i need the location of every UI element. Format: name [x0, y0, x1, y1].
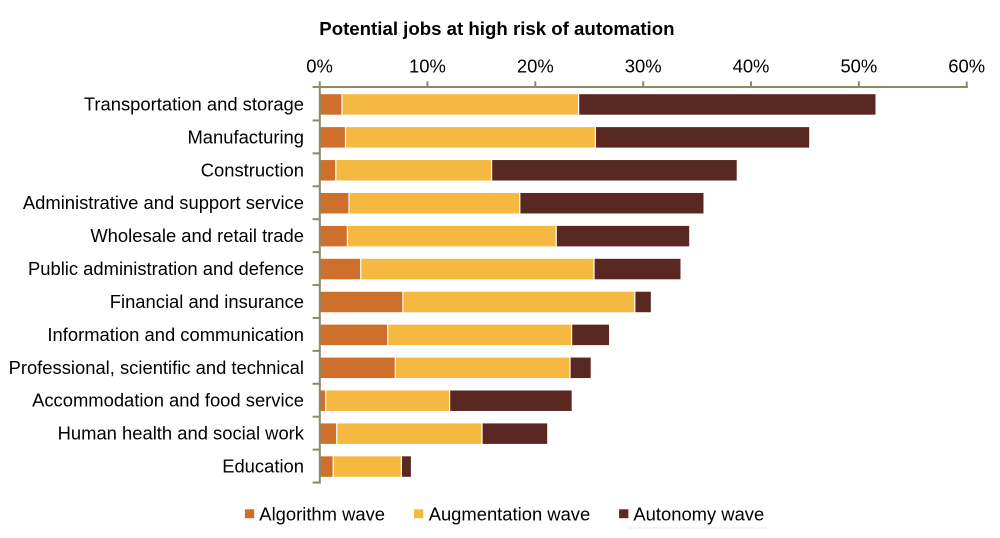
svg-text:Administrative and support ser: Administrative and support service [23, 192, 304, 213]
svg-text:Manufacturing: Manufacturing [187, 126, 304, 147]
svg-text:Education: Education [222, 456, 304, 477]
svg-text:Public administration and defe: Public administration and defence [28, 258, 304, 279]
svg-text:Financial and insurance: Financial and insurance [110, 291, 304, 312]
svg-text:10%: 10% [409, 56, 446, 77]
svg-text:Accommodation and food service: Accommodation and food service [32, 390, 304, 411]
svg-text:Professional, scientific and t: Professional, scientific and technical [9, 357, 304, 378]
svg-text:40%: 40% [733, 56, 770, 77]
svg-text:60%: 60% [948, 56, 985, 77]
svg-text:Augmentation wave: Augmentation wave [429, 504, 591, 525]
svg-text:Wholesale and retail trade: Wholesale and retail trade [90, 225, 304, 246]
svg-text:20%: 20% [517, 56, 554, 77]
svg-text:Transportation and storage: Transportation and storage [84, 93, 304, 114]
svg-text:Information and communication: Information and communication [47, 324, 304, 345]
svg-text:30%: 30% [625, 56, 662, 77]
svg-text:0%: 0% [306, 56, 333, 77]
svg-text:Algorithm wave: Algorithm wave [259, 504, 385, 525]
svg-text:Autonomy wave: Autonomy wave [633, 504, 764, 525]
svg-text:Construction: Construction [201, 159, 304, 180]
svg-text:Potential jobs at high risk of: Potential jobs at high risk of automatio… [319, 18, 674, 39]
svg-text:50%: 50% [840, 56, 877, 77]
svg-text:Human health and social work: Human health and social work [58, 423, 305, 444]
